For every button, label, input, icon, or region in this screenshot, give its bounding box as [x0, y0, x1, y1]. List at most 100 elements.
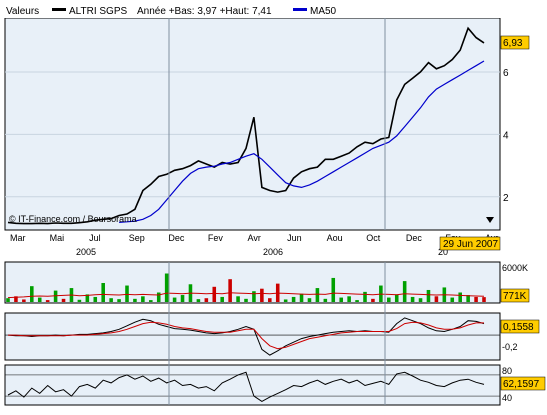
macd-last-label: 0,1558 — [503, 322, 534, 333]
volume-bar — [149, 300, 153, 302]
ma-legend-label: MA50 — [310, 6, 337, 17]
volume-bar — [109, 298, 113, 302]
ma-legend-swatch — [293, 8, 307, 11]
month-label: Sep — [129, 233, 145, 243]
volume-bar — [315, 288, 320, 302]
month-label: Mai — [50, 233, 65, 243]
volume-bar — [180, 295, 185, 302]
volume-bar — [14, 296, 18, 302]
price-legend-swatch — [52, 8, 66, 11]
macd-line — [7, 317, 485, 356]
volume-bar — [141, 296, 145, 302]
volume-bar — [466, 295, 470, 302]
volume-bar — [410, 296, 415, 302]
volume-bar — [363, 291, 367, 302]
rsi-line — [7, 371, 485, 402]
rsi-last-badge — [500, 376, 546, 391]
volume-bar — [77, 299, 82, 302]
macd-last-badge — [500, 319, 540, 334]
month-label: Avr — [248, 233, 261, 243]
scroll-down-icon[interactable] — [486, 217, 494, 223]
volume-bar — [418, 298, 423, 302]
volume-top-tick: 6000K — [502, 263, 528, 273]
volume-bar — [244, 298, 248, 302]
month-label: Jul — [89, 233, 101, 243]
volume-bar — [283, 299, 288, 302]
volume-bar — [133, 298, 137, 302]
volume-bar — [220, 296, 224, 302]
volume-bar — [355, 300, 359, 302]
price-line — [7, 26, 485, 225]
volume-bar — [291, 296, 296, 302]
month-label: Fev — [208, 233, 224, 243]
volume-bar — [45, 300, 50, 302]
volume-bar — [125, 285, 129, 302]
rsi-bottom-tick: 40 — [502, 393, 512, 403]
last-date-label: 29 Jun 2007 — [443, 239, 498, 250]
price-tick-label: 4 — [503, 130, 509, 141]
volume-last-label: 771K — [503, 291, 527, 302]
volume-bar — [402, 281, 407, 302]
volume-average-line — [7, 292, 485, 299]
volume-bar — [196, 299, 201, 302]
volume-bar — [228, 279, 232, 302]
volume-bar — [268, 298, 272, 302]
volume-bar — [450, 297, 455, 302]
volume-bar — [85, 294, 90, 302]
year-label: 20 — [438, 247, 448, 257]
volume-bar — [30, 286, 34, 302]
instrument-name: ALTRI SGPS — [69, 6, 127, 17]
volume-bar — [371, 298, 375, 302]
year-label: 2005 — [76, 247, 96, 257]
year-separators — [168, 18, 386, 405]
last-price-label: 6,93 — [503, 38, 523, 49]
month-label: Oct — [366, 233, 381, 243]
volume-bar — [22, 299, 26, 302]
volume-bar — [53, 290, 58, 302]
volume-bar — [299, 293, 304, 302]
volume-bar — [482, 297, 486, 302]
month-label: Jun — [287, 233, 302, 243]
price-gridlines — [5, 71, 500, 198]
volume-bar — [474, 296, 478, 302]
year-label: 2006 — [263, 247, 283, 257]
volume-bar — [387, 297, 391, 302]
volume-bar — [347, 296, 351, 302]
volume-bar — [37, 297, 42, 302]
price-tick-label: 6 — [503, 68, 509, 79]
volume-bar — [101, 283, 105, 302]
year-range-text: Année +Bas: 3,97 +Haut: 7,41 — [137, 6, 272, 17]
volume-bar — [252, 291, 256, 302]
month-label: Dec — [168, 233, 185, 243]
volume-bar — [156, 292, 161, 302]
year-axis: 2005 2006 20 — [76, 247, 448, 257]
volume-bar — [212, 286, 217, 302]
volume-bar — [204, 298, 209, 302]
volume-bar — [339, 297, 343, 302]
macd-panel-frame — [4, 312, 501, 361]
ma50-line — [119, 60, 485, 223]
volume-bar — [434, 296, 439, 302]
rsi-last-label: 62,1597 — [503, 379, 540, 390]
volume-bar — [458, 292, 462, 302]
month-label: Aou — [327, 233, 343, 243]
volume-bar — [61, 298, 66, 302]
rsi-top-tick: 80 — [502, 366, 512, 376]
volume-bar — [426, 289, 431, 302]
month-label: Dec — [406, 233, 423, 243]
last-price-badge — [500, 35, 530, 50]
volume-bar — [394, 294, 399, 302]
month-axis: MarMaiJulSepDecFevAvrJunAouOctDecFevAvr — [10, 233, 498, 243]
price-axis-labels: 2 4 6 — [503, 68, 509, 204]
volume-bar — [93, 296, 98, 302]
month-label: Mar — [10, 233, 26, 243]
volume-bar — [164, 273, 169, 302]
rsi-panel-frame — [4, 364, 501, 406]
credit-text: © IT-Finance.com / Boursorama — [9, 214, 137, 224]
valeurs-label: Valeurs — [6, 6, 39, 17]
volume-bar — [323, 298, 328, 302]
price-tick-label: 2 — [503, 193, 509, 204]
macd-signal-line — [8, 321, 484, 350]
last-date-badge — [439, 236, 501, 251]
